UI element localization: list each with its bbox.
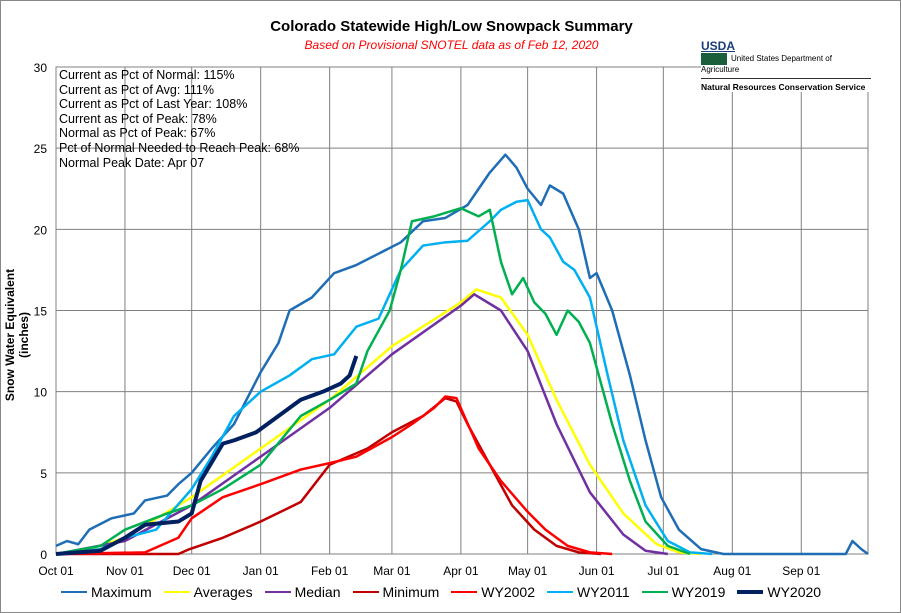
usda-mark: USDA — [701, 39, 736, 53]
usda-logo-bar-icon — [701, 53, 727, 65]
y-tick-label: 15 — [34, 305, 48, 319]
legend-swatch — [264, 591, 291, 593]
stats-box: Current as Pct of Normal: 115% Current a… — [59, 68, 299, 170]
x-tick-label: Jun 01 — [579, 564, 615, 578]
x-tick-label: Apr 01 — [443, 564, 479, 578]
usda-logo: USDA United States Department of Agricul… — [701, 39, 871, 92]
series-line-median — [55, 293, 668, 556]
series-line-wy2019 — [55, 206, 691, 556]
y-tick-label: 20 — [34, 223, 48, 237]
series-line-maximum — [55, 153, 869, 556]
legend-item-minimum: Minimum — [352, 584, 440, 600]
legend-label: Averages — [193, 584, 253, 600]
legend-label: Minimum — [382, 584, 440, 600]
chart-title: Colorado Statewide High/Low Snowpack Sum… — [270, 18, 633, 35]
legend-label: WY2002 — [481, 584, 535, 600]
x-tick-label: Oct 01 — [38, 564, 74, 578]
legend-swatch — [546, 591, 573, 593]
x-tick-label: Dec 01 — [173, 564, 211, 578]
x-tick-label: Jul 01 — [647, 564, 679, 578]
series-line-wy2020 — [55, 355, 359, 556]
legend-swatch — [451, 591, 478, 593]
y-tick-label: 25 — [34, 142, 48, 156]
legend-item-wy2011: WY2011 — [546, 584, 630, 600]
legend-item-averages: Averages — [163, 584, 253, 600]
legend-label: WY2020 — [767, 584, 822, 600]
legend-item-maximum: Maximum — [61, 584, 152, 600]
x-tick-label: Sep 01 — [782, 564, 820, 578]
legend-label: WY2011 — [576, 584, 630, 600]
y-tick-label: 30 — [34, 61, 48, 75]
x-tick-label: Mar 01 — [373, 564, 411, 578]
series-line-averages — [55, 288, 702, 556]
series-line-wy2011 — [55, 198, 713, 556]
stat-line: Normal Peak Date: Apr 07 — [59, 155, 205, 170]
legend-swatch — [163, 591, 190, 593]
y-tick-label: 10 — [34, 386, 48, 400]
y-axis-label: Snow Water Equivalent (inches) — [3, 268, 31, 402]
legend-swatch — [61, 591, 87, 593]
usda-agency: Natural Resources Conservation Service — [701, 78, 871, 92]
legend-item-wy2020: WY2020 — [737, 584, 821, 600]
stat-line: Current as Pct of Last Year: 108% — [59, 97, 248, 112]
stat-line: Normal as Pct of Peak: 67% — [59, 126, 216, 141]
legend-label: Maximum — [91, 584, 152, 600]
y-tick-label: 0 — [40, 548, 47, 562]
legend-swatch — [737, 590, 764, 594]
y-tick-label: 5 — [40, 467, 47, 481]
legend-label: Median — [294, 584, 341, 600]
series-line-wy2002 — [55, 395, 613, 556]
x-tick-label: Aug 01 — [713, 564, 751, 578]
stat-line: Current as Pct of Avg: 111% — [59, 82, 214, 97]
x-tick-label: May 01 — [508, 564, 548, 578]
stat-line: Current as Pct of Normal: 115% — [59, 68, 235, 82]
legend-label: WY2019 — [671, 584, 726, 600]
legend-item-wy2002: WY2002 — [451, 584, 535, 600]
x-tick-label: Nov 01 — [106, 564, 144, 578]
legend-swatch — [352, 591, 379, 593]
legend-item-wy2019: WY2019 — [641, 584, 726, 600]
legend: Maximum Averages Median Minimum WY2002 WY2011… — [61, 584, 833, 600]
usda-dept: United States Department of Agriculture — [701, 54, 832, 74]
x-tick-label: Jan 01 — [243, 564, 279, 578]
chart-subtitle: Based on Provisional SNOTEL data as of F… — [304, 38, 599, 52]
x-tick-label: Feb 01 — [311, 564, 349, 578]
stat-line: Current as Pct of Peak: 78% — [59, 111, 217, 126]
legend-swatch — [641, 591, 668, 593]
stat-line: Pct of Normal Needed to Reach Peak: 68% — [59, 140, 300, 155]
legend-item-median: Median — [264, 584, 341, 600]
